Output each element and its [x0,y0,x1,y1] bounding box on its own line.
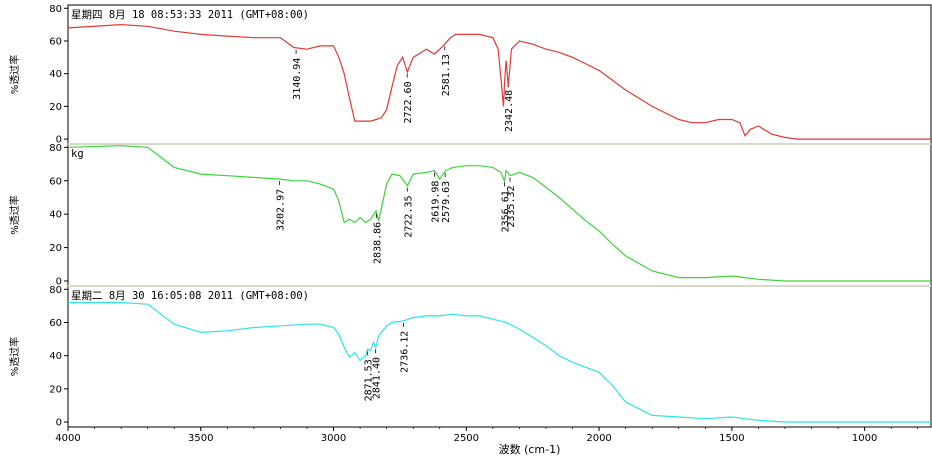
y-tick-label: 20 [49,384,62,395]
peak-label: 2736.12 [400,331,411,373]
spectrum-line [67,145,931,282]
y-tick-label: 0 [56,418,62,429]
spectrum-line [67,23,931,140]
y-axis-label: %透过率 [8,55,21,95]
x-tick-label: 1500 [719,433,744,444]
peak-label: 2335.32 [506,185,517,227]
spectrum-panel-1: 0 20 40 60 80 %透过率 星期四 8月 18 08:53:33 2011 (GM… [8,4,931,146]
peak-label: 2356.61 [500,190,511,232]
y-axis-label: %透过率 [8,195,21,235]
y-tick-label: 20 [49,102,62,113]
x-tick-label: 3000 [321,433,346,444]
spectrum-panel-3: 0 20 40 60 80 %透过率 星期二 8月 30 16:05:08 2011 (GM… [8,285,931,429]
peak-label: 3140.94 [292,58,303,100]
panel-header: 星期四 8月 18 08:53:33 2011 (GMT+08:00) [71,9,309,21]
x-tick-label: 4000 [55,433,80,444]
plot-frame [67,4,932,428]
panel-header: 星期二 8月 30 16:05:08 2011 (GMT+08:00) [71,290,309,302]
peak-label: 3202.97 [276,189,287,231]
peak-label: 2342.48 [504,90,515,132]
peak-label: 2722.60 [403,81,414,123]
y-tick-label: 40 [49,69,62,80]
y-axis-label: %透过率 [8,337,21,377]
y-tick-label: 40 [49,210,62,221]
spectrum-line [68,302,931,423]
peak-label: 2722.35 [403,195,414,237]
peak-label: 2619.98 [430,181,441,223]
x-tick-label: 2000 [586,433,611,444]
y-tick-label: 20 [49,243,62,254]
spectrum-panel-2: 0 20 40 60 80 %透过率 kg 3202.97 2838.86 2722.35 2619… [8,143,931,287]
y-tick-label: 80 [49,143,62,154]
x-axis-label: 波数 (cm-1) [499,443,561,456]
y-tick-label: 0 [56,276,62,287]
y-tick-label: 40 [49,351,62,362]
peak-label: 2838.86 [372,222,383,264]
y-tick-label: 60 [49,176,62,187]
y-tick-label: 80 [49,4,62,15]
x-tick-label: 3500 [188,433,213,444]
peak-label: 2579.63 [441,181,452,223]
y-tick-label: 80 [49,285,62,296]
y-tick-label: 60 [49,36,62,47]
x-tick-label: 2500 [454,433,479,444]
y-tick-label: 0 [56,135,62,146]
x-tick-label: 1000 [852,433,877,444]
peak-label: 2871.53 [364,359,375,401]
panel-header: kg [71,148,84,160]
peak-label: 2581.13 [441,54,452,96]
y-tick-label: 60 [49,318,62,329]
peak-label: 2841.40 [372,357,383,399]
